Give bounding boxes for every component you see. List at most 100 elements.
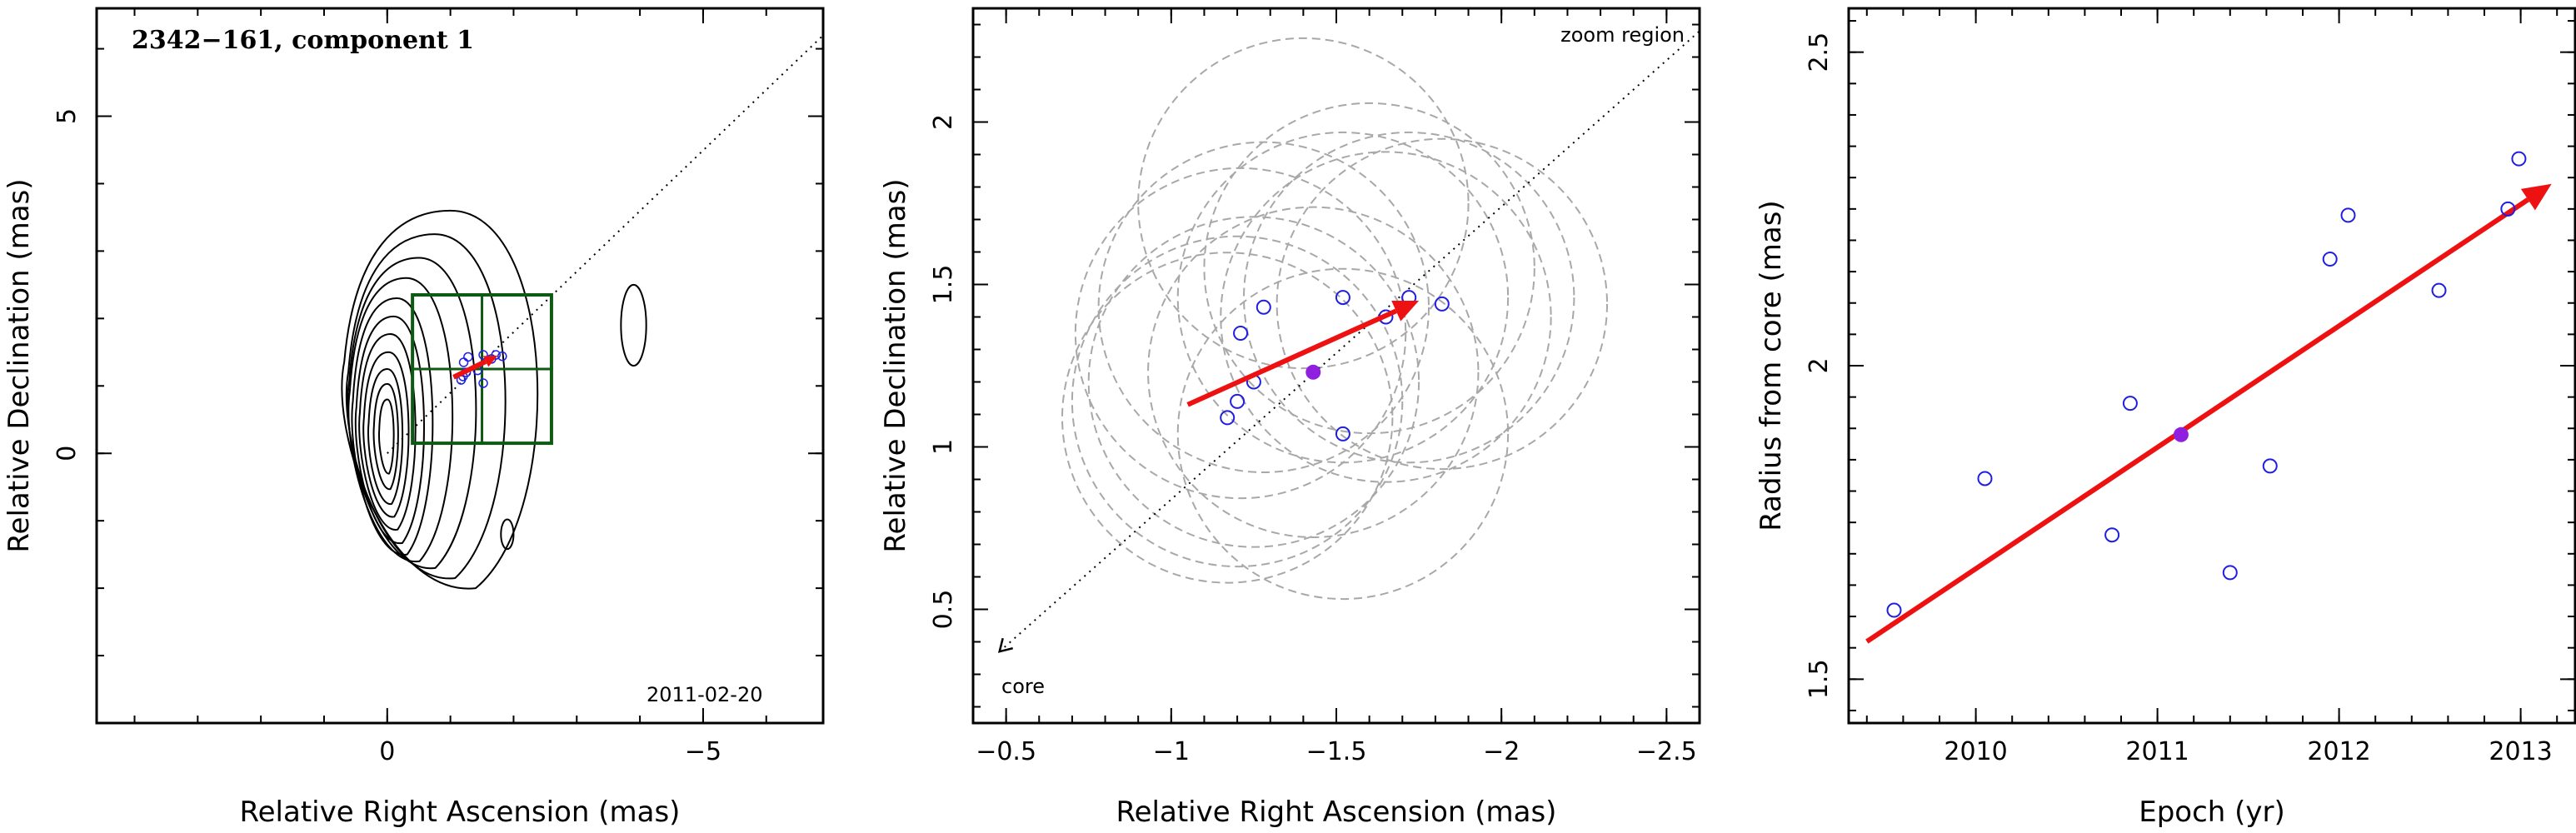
panel3-y-axis-label: Radius from core (mas) <box>1755 200 1788 531</box>
error-circle <box>1220 151 1552 483</box>
highlighted-epoch-point <box>2173 426 2189 442</box>
radius-point <box>2500 201 2516 217</box>
component-position-point <box>1434 296 1450 312</box>
motion-arrow <box>1186 300 1420 407</box>
error-circle <box>1243 131 1575 464</box>
x-tick-label: 2012 <box>2307 737 2370 766</box>
x-tick-label: 2013 <box>2489 737 2552 766</box>
radius-point <box>1886 602 1902 618</box>
fit-arrow-shaft <box>1865 197 2530 644</box>
jet-direction-line <box>999 30 1700 652</box>
panel1-y-axis-label: Relative Declination (mas) <box>2 178 36 552</box>
error-circle <box>1061 252 1394 584</box>
x-tick-label: −2 <box>1483 737 1520 766</box>
component-position-point <box>1233 326 1249 341</box>
panel1-x-axis-label: Relative Right Ascension (mas) <box>240 796 681 829</box>
error-circle <box>1137 37 1470 370</box>
radius-point <box>2322 252 2338 267</box>
error-circle <box>1097 141 1430 473</box>
contour-level <box>362 351 410 518</box>
arrowhead <box>1391 300 1420 322</box>
panel2-y-axis-label: Relative Declination (mas) <box>879 178 912 552</box>
x-tick-label: −2.5 <box>1636 737 1697 766</box>
error-circle <box>1071 235 1404 568</box>
error-circles <box>1061 37 1609 601</box>
error-circle <box>1276 137 1609 471</box>
motion-arrow <box>452 355 498 380</box>
y-tick-label: 2.5 <box>1805 32 1834 72</box>
contour-level <box>378 398 395 475</box>
x-tick-label: −5 <box>685 737 721 766</box>
core-label: core <box>1001 675 1045 698</box>
radius-point <box>2222 565 2238 581</box>
contour-level <box>351 297 434 556</box>
x-tick-label: −1.5 <box>1306 737 1367 766</box>
component-position-point <box>458 357 469 367</box>
x-tick-label: −1 <box>1153 737 1190 766</box>
x-tick-label: 0 <box>379 737 395 766</box>
y-tick-label: 5 <box>52 108 82 124</box>
component-position-point <box>1220 410 1236 426</box>
contour-level <box>372 382 399 491</box>
y-tick-label: 0 <box>52 446 82 461</box>
radius-point <box>2511 151 2527 167</box>
contour-island <box>500 518 515 551</box>
component-positions <box>1220 290 1450 441</box>
error-circle <box>1176 267 1510 601</box>
contour-level <box>341 209 539 590</box>
panel-radius-vs-epoch: 2010 2011 2012 2013 1.5 2 2.5 Epoch (yr) Radiu… <box>1755 7 2576 829</box>
panel3-ticks: 2010 2011 2012 2013 1.5 2 2.5 <box>1805 8 2575 766</box>
y-tick-label: 1.5 <box>1805 659 1834 699</box>
contour-level <box>347 277 454 562</box>
component-position-point <box>1256 299 1271 315</box>
error-circle <box>1203 102 1535 435</box>
contour-islands <box>500 283 647 551</box>
x-tick-label: 2010 <box>1944 737 2007 766</box>
arrowhead <box>482 355 498 367</box>
component-position-point <box>478 378 488 388</box>
panel1-ticks: 0 −5 0 5 <box>52 8 823 766</box>
zoom-region-label: zoom region <box>1560 23 1685 47</box>
contour-level <box>347 257 477 569</box>
arrowhead <box>2520 183 2552 211</box>
panel2-x-axis-label: Relative Right Ascension (mas) <box>1116 796 1557 829</box>
x-tick-label: 2011 <box>2125 737 2189 766</box>
radius-point <box>2122 396 2138 412</box>
highlighted-epoch-point <box>1305 364 1321 380</box>
radius-points <box>1886 151 2527 618</box>
component-position-point <box>478 350 488 360</box>
component-position-point <box>1230 393 1246 409</box>
component-position-point <box>1335 290 1350 306</box>
contour-island <box>620 283 647 367</box>
radius-point <box>2262 458 2278 474</box>
error-circle <box>1176 131 1510 464</box>
error-circle <box>1147 206 1480 538</box>
component-position-point <box>497 351 507 362</box>
component-position-point <box>463 352 473 362</box>
contour-map <box>341 209 539 590</box>
x-tick-label: −0.5 <box>976 737 1036 766</box>
y-tick-label: 2 <box>1805 357 1834 373</box>
radius-point <box>1977 471 1993 486</box>
component-position-point <box>491 350 501 360</box>
y-tick-label: 1 <box>929 439 958 455</box>
core-direction-arrowhead <box>997 637 1014 653</box>
motion-arrow-shaft <box>1186 308 1397 407</box>
panel-component-map: 0 −5 0 5 2342−161, component 1 2011-02-20 R… <box>2 7 825 829</box>
panel1-date-label: 2011-02-20 <box>646 683 762 706</box>
panel2-ticks: −0.5 −1 −1.5 −2 −2.5 0.5 1 1.5 2 <box>929 8 1700 766</box>
core-arrowhead <box>997 637 1014 653</box>
panel1-title: 2342−161, component 1 <box>132 26 474 55</box>
component-position-point <box>1335 426 1350 441</box>
y-tick-label: 0.5 <box>929 590 958 630</box>
error-circle <box>1087 216 1420 548</box>
panel-zoom-region: −0.5 −1 −1.5 −2 −2.5 0.5 1 1.5 2 zoom region cor… <box>879 7 1701 829</box>
panel1-frame <box>95 7 825 725</box>
radius-point <box>2431 282 2447 298</box>
y-tick-label: 2 <box>929 114 958 130</box>
contour-level <box>367 368 404 505</box>
panel2-frame <box>971 7 1701 725</box>
panel3-x-axis-label: Epoch (yr) <box>2139 796 2285 829</box>
y-tick-label: 1.5 <box>929 265 958 305</box>
